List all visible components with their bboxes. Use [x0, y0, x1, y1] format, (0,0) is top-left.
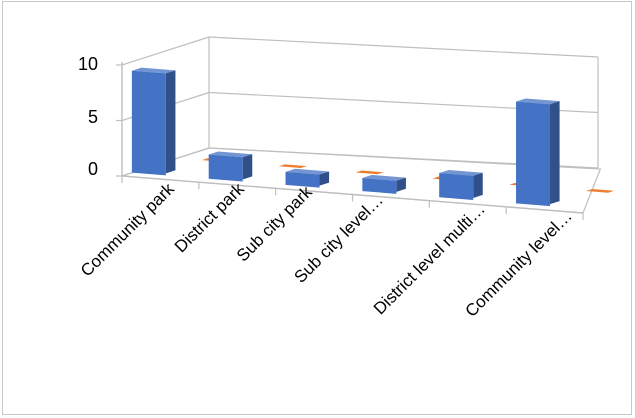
bar-top — [355, 170, 384, 175]
bar-series-2 — [355, 170, 384, 175]
bar-side — [550, 101, 560, 205]
bar-top — [362, 174, 406, 181]
gridline — [208, 36, 599, 58]
bar-series-1 — [516, 98, 560, 207]
bar-front — [439, 173, 474, 200]
bar-side — [473, 172, 483, 198]
category-label: Community level… — [462, 206, 576, 320]
bar-series-2 — [586, 188, 615, 193]
category-label: Community park — [77, 179, 178, 280]
bar-front — [516, 101, 551, 207]
bar-top — [516, 98, 560, 105]
y-tick-label-5: 5 — [88, 107, 98, 127]
category-labels: Community park District park Sub city pa… — [77, 179, 576, 321]
bar-front — [362, 177, 397, 194]
bar-front — [285, 171, 320, 188]
bars — [131, 67, 615, 207]
y-tick-label-0: 0 — [88, 159, 98, 179]
bar-top — [439, 169, 483, 176]
bar-top — [208, 151, 253, 158]
bar-front — [208, 154, 243, 182]
bar-side — [396, 177, 406, 192]
bar-series-1 — [362, 174, 406, 194]
bar-side — [165, 70, 176, 174]
axes: 10 5 0 — [78, 54, 584, 220]
y-tick-label-10: 10 — [78, 54, 98, 74]
bar-series-1 — [439, 169, 483, 200]
bar-side — [319, 171, 330, 186]
bar-top — [131, 67, 176, 74]
side-gridline — [121, 36, 210, 66]
bar-series-1 — [131, 67, 176, 176]
bar-top — [278, 164, 307, 169]
bar-top — [285, 168, 330, 175]
bar-series-1 — [285, 168, 330, 188]
bar-side — [242, 154, 253, 180]
bar-series-1 — [208, 151, 253, 182]
category-label: District park — [171, 179, 248, 256]
bar-series-2 — [278, 164, 307, 169]
bar-front — [131, 70, 166, 176]
bar-top — [586, 188, 615, 193]
